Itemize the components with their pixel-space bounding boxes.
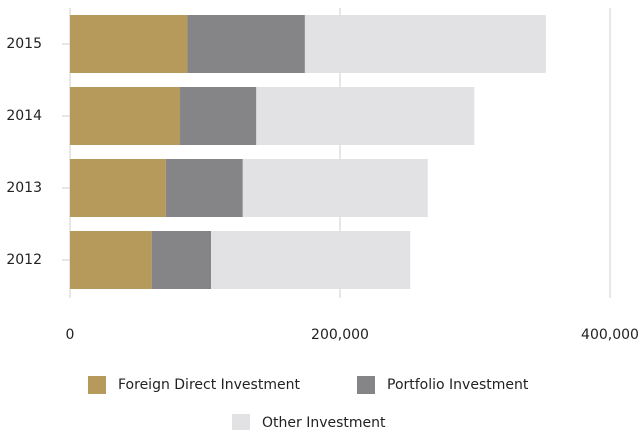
legend-swatch	[357, 376, 375, 394]
legend-label: Other Investment	[262, 415, 386, 430]
bar-segment	[70, 231, 152, 289]
bar-segment	[211, 231, 411, 289]
bar-segment	[242, 159, 428, 217]
bar-segment	[187, 15, 305, 73]
bar-segment	[304, 15, 546, 73]
y-tick-label: 2015	[6, 36, 42, 52]
x-tick-label: 0	[66, 327, 75, 343]
legend-swatch	[232, 414, 250, 430]
legend-swatch	[88, 376, 106, 394]
bar-segment	[151, 231, 212, 289]
bar-segment	[165, 159, 243, 217]
y-tick-label: 2012	[6, 252, 42, 268]
bar-segment	[256, 87, 475, 145]
bar-segment	[70, 87, 181, 145]
x-tick-label: 200,000	[311, 327, 369, 343]
legend-label: Foreign Direct Investment	[118, 377, 300, 393]
x-tick-label: 400,000	[581, 327, 639, 343]
bar-segment	[70, 15, 188, 73]
bar-segment	[70, 159, 166, 217]
legend-label: Portfolio Investment	[387, 377, 529, 393]
y-tick-label: 2013	[6, 180, 42, 196]
bar-segment	[180, 87, 257, 145]
y-tick-label: 2014	[6, 108, 42, 124]
